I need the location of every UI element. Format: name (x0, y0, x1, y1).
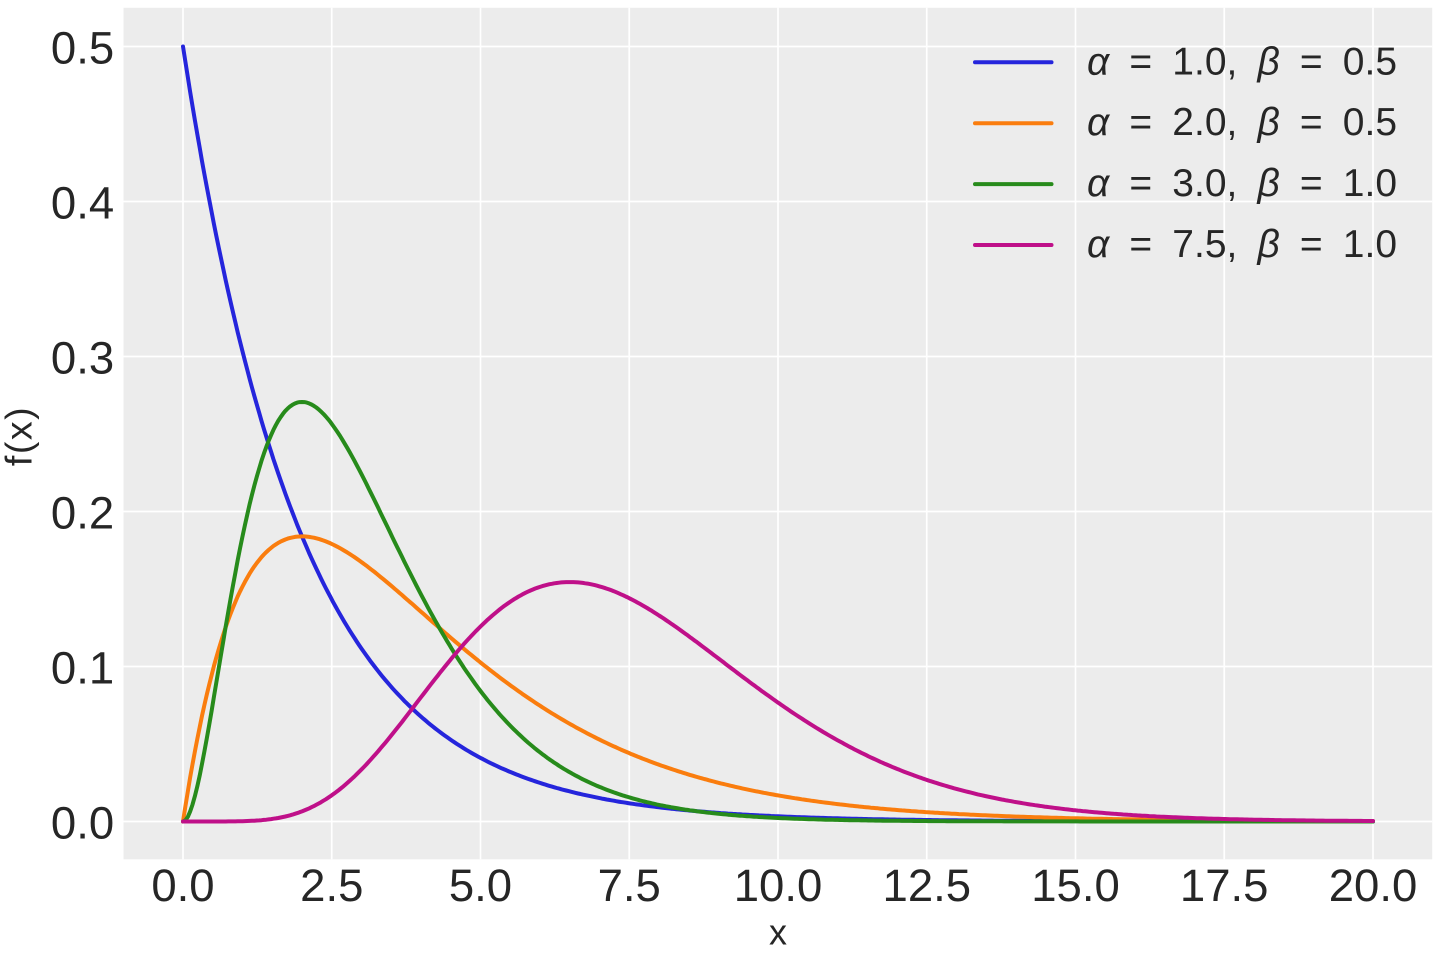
svg-text:0.3: 0.3 (51, 333, 114, 384)
svg-text:0.5: 0.5 (51, 23, 114, 74)
svg-text:α = 7.5, β = 1.0: α = 7.5, β = 1.0 (1087, 223, 1397, 266)
svg-text:0.0: 0.0 (51, 798, 114, 849)
svg-text:0.0: 0.0 (151, 860, 214, 911)
svg-text:α = 1.0, β = 0.5: α = 1.0, β = 0.5 (1087, 40, 1397, 83)
svg-text:12.5: 12.5 (883, 860, 972, 911)
svg-text:0.2: 0.2 (51, 488, 114, 539)
svg-text:0.1: 0.1 (51, 643, 114, 694)
svg-text:15.0: 15.0 (1031, 860, 1120, 911)
svg-text:10.0: 10.0 (734, 860, 823, 911)
svg-text:x: x (769, 912, 787, 953)
svg-text:5.0: 5.0 (449, 860, 512, 911)
svg-text:α = 2.0, β = 0.5: α = 2.0, β = 0.5 (1087, 101, 1397, 144)
svg-text:20.0: 20.0 (1329, 860, 1418, 911)
svg-text:f(x): f(x) (0, 406, 40, 466)
svg-text:17.5: 17.5 (1180, 860, 1269, 911)
svg-text:7.5: 7.5 (598, 860, 661, 911)
svg-text:0.4: 0.4 (51, 178, 114, 229)
svg-text:α = 3.0, β = 1.0: α = 3.0, β = 1.0 (1087, 162, 1397, 205)
svg-text:2.5: 2.5 (300, 860, 363, 911)
